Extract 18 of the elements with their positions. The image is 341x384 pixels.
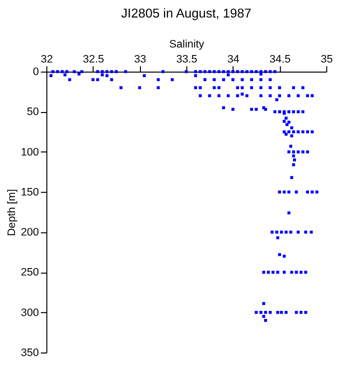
x-tick-label: 32	[40, 53, 53, 66]
y-tick-label: 200	[20, 226, 39, 239]
x-tick-label: 35	[320, 53, 333, 66]
y-axis-title: Depth [m]	[6, 189, 18, 236]
y-tick-label: 150	[20, 186, 39, 198]
chart-title: JI2805 in August, 1987	[121, 5, 252, 20]
y-tick-label: 50	[26, 106, 39, 118]
y-tick-label: 250	[20, 266, 39, 279]
x-axis-title: Salinity	[169, 38, 205, 50]
x-tick-label: 34.5	[270, 53, 291, 66]
x-tick-label: 33	[134, 53, 146, 66]
x-tick-label: 32.5	[82, 53, 104, 66]
x-tick-label: 34	[227, 53, 240, 66]
y-tick-label: 0	[32, 66, 39, 78]
x-tick-label: 33.5	[176, 53, 198, 66]
y-tick-label: 350	[20, 346, 39, 359]
y-tick-label: 300	[20, 306, 39, 319]
y-tick-label: 100	[20, 146, 39, 158]
